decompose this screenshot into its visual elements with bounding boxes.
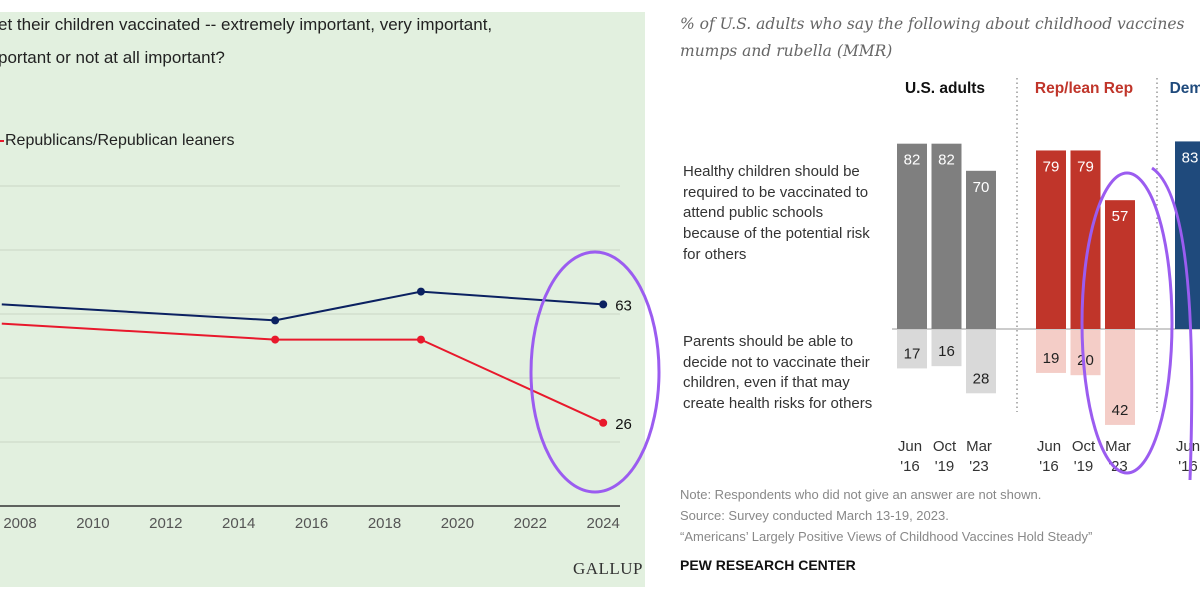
legend-republicans: Republicans/Republican leaners bbox=[5, 132, 235, 149]
group-header: Dem/lean Dem bbox=[1170, 80, 1200, 97]
bar-value-required: 82 bbox=[904, 152, 921, 169]
x-tick-label: 2018 bbox=[368, 515, 401, 532]
x-date-label: Oct bbox=[1072, 438, 1096, 455]
x-date-label: Jun bbox=[1037, 438, 1061, 455]
bar-parents-decide bbox=[1036, 330, 1066, 373]
x-tick-label: 2024 bbox=[587, 515, 620, 532]
bar-value-parents-decide: 19 bbox=[1043, 350, 1060, 367]
pew-chart-panel: % of U.S. adults who say the following a… bbox=[660, 0, 1200, 600]
data-point bbox=[599, 300, 608, 309]
bar-value-parents-decide: 28 bbox=[973, 370, 990, 387]
series-line bbox=[1, 290, 604, 322]
data-point bbox=[271, 316, 280, 325]
x-date-label: Jun bbox=[1176, 438, 1200, 455]
x-tick-label: 2016 bbox=[295, 515, 328, 532]
pew-logo: PEW RESEARCH CENTER bbox=[680, 557, 856, 573]
chart-title-line-2: portant or not at all important? bbox=[0, 48, 225, 67]
bar-required bbox=[1036, 150, 1066, 329]
x-date-label: Oct bbox=[933, 438, 957, 455]
x-tick-label: 2010 bbox=[76, 515, 109, 532]
x-year-label: '19 bbox=[1074, 458, 1094, 475]
bar-value-required: 82 bbox=[938, 152, 955, 169]
x-year-label: '23 bbox=[969, 458, 989, 475]
data-point bbox=[271, 335, 280, 344]
x-year-label: '23 bbox=[1108, 458, 1128, 475]
x-tick-label: 2012 bbox=[149, 515, 182, 532]
bar-required bbox=[1175, 141, 1200, 329]
x-tick-label: 2022 bbox=[514, 515, 547, 532]
chart-title-line-1: et their children vaccinated -- extremel… bbox=[0, 15, 493, 34]
group-header: Rep/lean Rep bbox=[1035, 80, 1133, 97]
x-year-label: '16 bbox=[1039, 458, 1059, 475]
note-text: Note: Respondents who did not give an an… bbox=[680, 487, 1042, 502]
group-header: U.S. adults bbox=[905, 80, 985, 97]
x-tick-label: 2014 bbox=[222, 515, 255, 532]
end-value-label: 26 bbox=[615, 416, 632, 433]
bar-value-parents-decide: 42 bbox=[1112, 402, 1129, 419]
bar-required bbox=[931, 143, 962, 329]
report-title-text: “Americans’ Largely Positive Views of Ch… bbox=[680, 529, 1093, 544]
bar-value-parents-decide: 16 bbox=[938, 343, 955, 360]
x-date-label: Mar bbox=[966, 438, 992, 455]
data-point bbox=[416, 287, 425, 296]
bar-required bbox=[966, 170, 996, 329]
bar-value-required: 57 bbox=[1112, 208, 1129, 225]
bar-value-required: 83 bbox=[1182, 149, 1199, 166]
end-value-label: 63 bbox=[615, 297, 632, 314]
row-label-required: Healthy children should be required to b… bbox=[683, 163, 870, 263]
source-text: Source: Survey conducted March 13-19, 20… bbox=[680, 508, 949, 523]
bar-parents-decide bbox=[897, 330, 927, 369]
x-tick-label: 2020 bbox=[441, 515, 474, 532]
bar-value-parents-decide: 17 bbox=[904, 345, 921, 362]
bar-value-required: 79 bbox=[1043, 158, 1060, 175]
data-point bbox=[599, 418, 608, 427]
gallup-logo: GALLUP bbox=[572, 559, 643, 578]
bar-value-required: 70 bbox=[973, 179, 990, 196]
x-year-label: '16 bbox=[900, 458, 920, 475]
bar-value-parents-decide: 20 bbox=[1077, 352, 1094, 369]
chart-title-line-1: % of U.S. adults who say the following a… bbox=[680, 15, 1185, 33]
x-date-label: Jun bbox=[898, 438, 922, 455]
bar-required bbox=[1070, 150, 1101, 329]
bar-required bbox=[897, 143, 927, 329]
bar-parents-decide bbox=[931, 330, 962, 367]
x-tick-label: 2008 bbox=[3, 515, 36, 532]
x-year-label: '16 bbox=[1178, 458, 1198, 475]
data-point bbox=[416, 335, 425, 344]
x-year-label: '19 bbox=[935, 458, 955, 475]
row-label-parents-decide: Parents should be able to decide not to … bbox=[683, 333, 873, 413]
x-date-label: Mar bbox=[1105, 438, 1131, 455]
gallup-chart-panel: et their children vaccinated -- extremel… bbox=[0, 12, 645, 587]
bar-value-required: 79 bbox=[1077, 158, 1094, 175]
chart-title-line-2: mumps and rubella (MMR) bbox=[680, 42, 893, 60]
bar-parents-decide bbox=[966, 330, 996, 394]
series-line bbox=[1, 322, 604, 424]
line-chart: 2008 2010 2012 2014 2016 2018 2020 2022 2024 63 26 bbox=[0, 140, 632, 532]
